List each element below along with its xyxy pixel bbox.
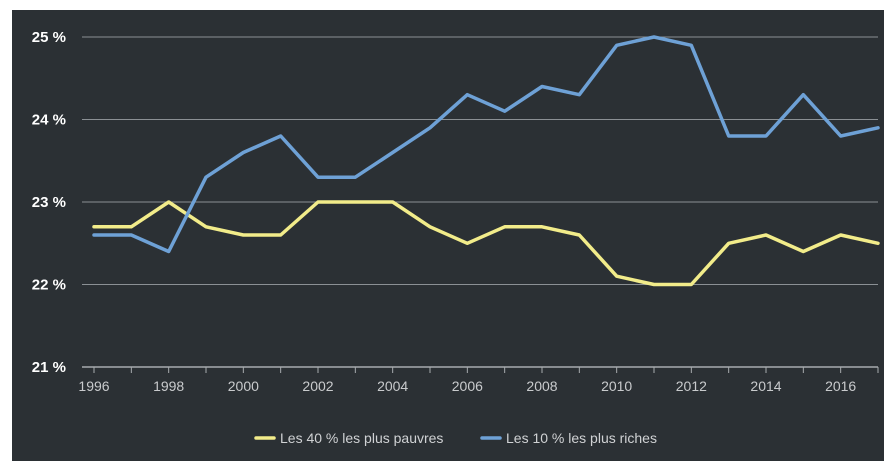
line-chart: 21 % 22 % 23 % 24 % 25 % 1996 1998 2000 2002 200… (32, 29, 880, 446)
x-tick-label: 1998 (153, 378, 184, 394)
y-tick-label: 21 % (32, 359, 66, 376)
legend-label-1: Les 40 % les plus pauvres (280, 430, 443, 446)
x-tick-label: 2006 (452, 378, 483, 394)
series-lines (92, 35, 880, 287)
x-tick-label: 2012 (676, 378, 707, 394)
y-tick-label: 23 % (32, 194, 66, 211)
x-tick-label: 2000 (228, 378, 259, 394)
x-axis: 1996 1998 2000 2002 2004 2006 2008 2010 2012 2014… (78, 366, 879, 394)
x-tick-label: 2010 (601, 378, 632, 394)
y-tick-label: 22 % (32, 277, 66, 294)
legend-label-2: Les 10 % les plus riches (506, 430, 657, 446)
y-tick-label: 25 % (32, 29, 66, 46)
legend: Les 40 % les plus pauvres Les 10 % les pl… (254, 430, 657, 446)
x-tick-label: 2004 (377, 378, 408, 394)
x-tick-label: 1996 (78, 378, 109, 394)
x-tick-label: 2014 (750, 378, 781, 394)
x-tick-label: 2002 (302, 378, 333, 394)
x-tick-label: 2008 (526, 378, 557, 394)
series-line-1 (92, 200, 880, 287)
y-axis-ticks: 21 % 22 % 23 % 24 % 25 % (32, 29, 66, 376)
chart-frame: 21 % 22 % 23 % 24 % 25 % 1996 1998 2000 2002 200… (12, 10, 884, 461)
series-line-2 (92, 35, 880, 254)
x-tick-label: 2016 (825, 378, 856, 394)
grid-lines (82, 36, 878, 285)
y-tick-label: 24 % (32, 112, 66, 129)
